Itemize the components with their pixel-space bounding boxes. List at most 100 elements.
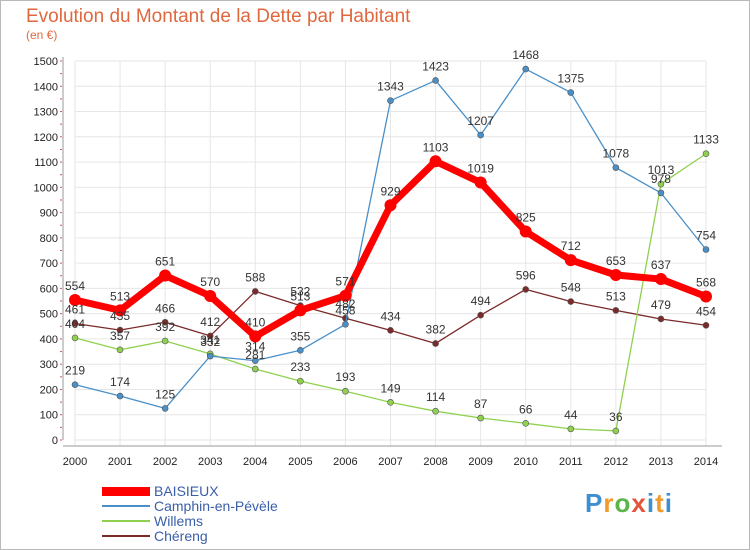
axes: 0 100 200 300 400 500 600 700 800 900 1000 1100 1200… [34,56,722,468]
data-label: 482 [335,297,355,311]
legend: BAISIEUX Camphin-en-Pévèle Willems Chéreng [102,483,422,544]
data-label: 466 [155,301,175,315]
y-tick-label: 1500 [34,56,58,68]
x-tick-label: 2008 [423,456,447,468]
data-point [654,273,667,286]
data-point [387,399,394,406]
data-point [116,346,124,354]
data-point [206,332,214,340]
data-label: 341 [200,333,220,347]
data-label: 1375 [557,72,584,86]
legend-item: Chéreng [102,528,422,544]
data-label: 548 [561,281,581,295]
x-tick-label: 2004 [243,456,267,468]
data-point [71,320,79,327]
data-label: 494 [471,294,491,308]
data-point [342,387,349,395]
data-point [251,365,259,373]
data-label: 651 [155,255,175,269]
data-label: 174 [110,375,130,389]
data-point [204,289,217,302]
data-point [161,318,169,326]
data-point [116,392,124,400]
y-tick-label: 100 [40,410,58,422]
y-tick-label: 500 [40,309,58,321]
data-label: 1013 [648,163,675,177]
data-label: 355 [290,329,310,343]
legend-swatch [102,520,150,522]
data-point [567,298,575,305]
y-tick-label: 400 [40,334,58,346]
data-label: 404 [65,317,85,331]
data-label: 454 [696,304,716,318]
data-point [384,199,397,212]
data-label: 1103 [423,140,449,154]
x-tick-label: 2003 [198,456,222,468]
data-label: 571 [335,275,355,289]
data-label: 1078 [603,147,630,161]
data-point [612,427,620,435]
data-label: 1343 [377,80,404,94]
data-point [251,288,259,295]
legend-label: Camphin-en-Pévèle [154,498,278,514]
data-label: 588 [245,270,265,284]
legend-label: Willems [154,513,203,529]
x-tick-label: 2005 [288,456,312,468]
data-point [522,286,530,293]
data-point [567,89,575,96]
y-tick-label: 1200 [34,132,58,144]
legend-item: Camphin-en-Pévèle [102,498,422,514]
data-label: 1423 [422,59,449,73]
data-point [71,334,79,342]
data-point [522,420,530,427]
series-lines [69,65,712,435]
data-point [474,176,487,189]
data-label: 357 [110,329,130,343]
legend-label: Chéreng [154,528,208,544]
data-point [657,189,665,197]
data-label: 513 [606,289,626,303]
legend-item: BAISIEUX [102,483,422,499]
data-label: 458 [335,303,355,317]
x-tick-label: 2006 [333,456,357,468]
data-label: 479 [651,298,671,312]
data-point [294,304,307,317]
data-point [206,352,214,360]
data-label: 596 [516,268,536,282]
x-tick-label: 2002 [153,456,177,468]
data-label: 219 [65,364,85,378]
data-label: 410 [245,315,265,329]
data-label: 314 [245,340,265,354]
data-point [387,97,394,104]
data-label: 754 [696,228,716,242]
data-point [161,337,169,345]
data-label: 36 [609,410,623,424]
data-point [249,330,262,343]
proxiti-logo: Proxiti [585,488,673,518]
data-label: 114 [426,390,445,404]
data-label: 233 [290,360,310,374]
data-label: 382 [426,322,446,336]
data-point [702,321,710,329]
data-point [612,164,620,171]
y-tick-label: 0 [52,435,58,447]
legend-swatch [102,486,150,496]
data-point [161,405,169,412]
data-point [159,269,172,282]
data-label: 44 [564,408,578,422]
x-tick-label: 2010 [513,456,537,468]
data-point [657,180,665,188]
data-label: 570 [200,275,220,289]
data-point [251,357,259,364]
data-label: 554 [65,279,85,293]
data-label: 435 [110,309,130,323]
data-label: 461 [65,303,85,317]
data-label: 193 [335,370,355,384]
data-label: 532 [290,285,310,299]
data-point [702,246,710,253]
y-tick-label: 900 [40,208,58,220]
y-tick-label: 600 [40,283,58,295]
data-label: 434 [380,309,400,323]
x-tick-label: 2013 [649,456,673,468]
y-tick-label: 200 [40,384,58,396]
